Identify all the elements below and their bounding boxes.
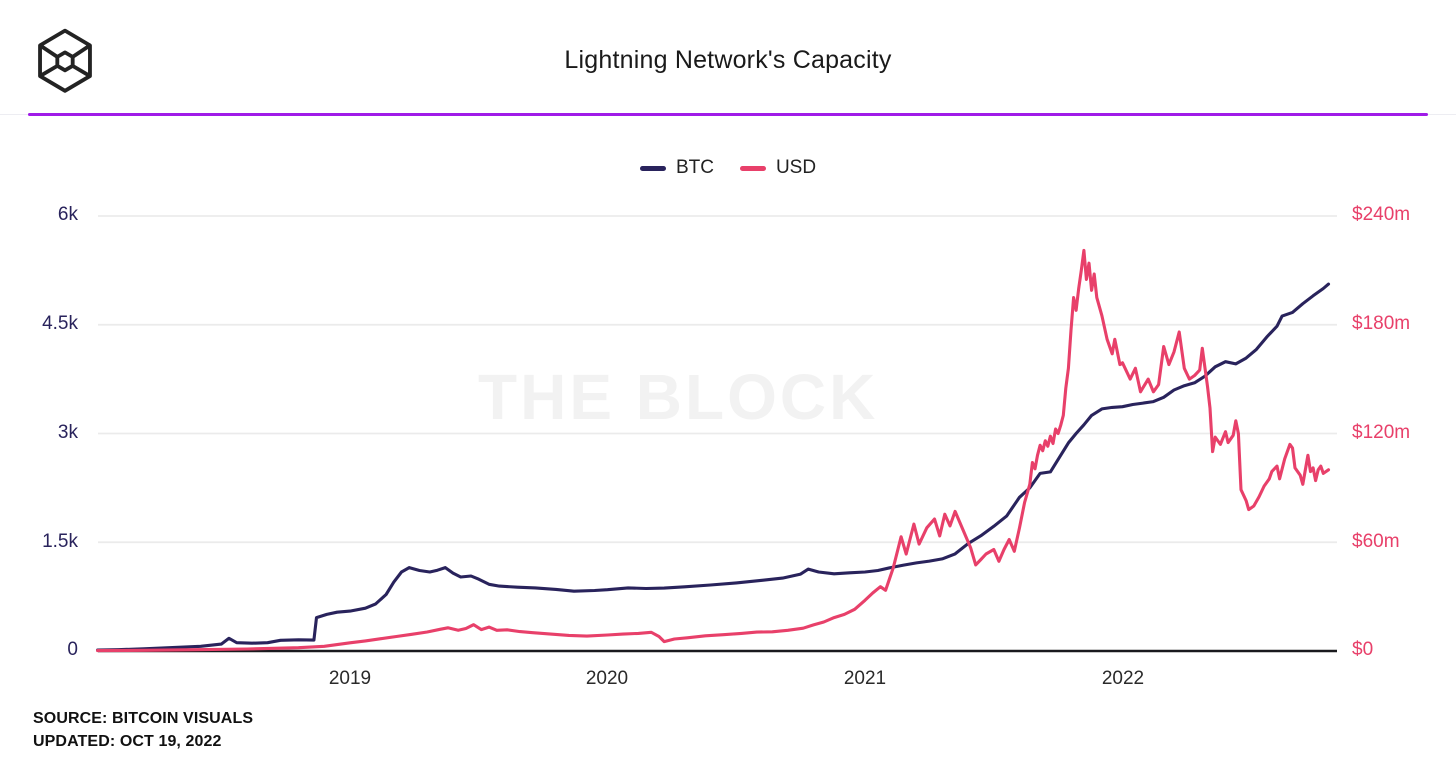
updated-text: UPDATED: OCT 19, 2022 (33, 733, 222, 750)
y-tick-right-180m: $180m (1352, 313, 1411, 334)
y-tick-left-1.5k: 1.5k (42, 531, 78, 552)
legend-item-usd: USD (739, 157, 817, 179)
y-tick-left-0: 0 (67, 639, 78, 660)
the-block-logo-icon (38, 28, 92, 93)
y-tick-right-120m: $120m (1352, 422, 1411, 443)
the-block-watermark: THE BLOCK (478, 361, 879, 433)
y-tick-right-0: $0 (1352, 639, 1374, 660)
usd-line-swatch-icon (739, 165, 766, 171)
legend-label-btc: BTC (675, 157, 714, 178)
legend-label-usd: USD (775, 157, 817, 178)
x-tick-2021: 2021 (843, 668, 887, 689)
btc-line (96, 282, 1331, 652)
x-tick-2020: 2020 (585, 668, 629, 689)
y-tick-left-3k: 3k (57, 422, 78, 443)
legend: BTC USD (0, 157, 1456, 179)
y-tick-left-4.5k: 4.5k (42, 313, 78, 334)
x-tick-2019: 2019 (328, 668, 372, 689)
btc-line-swatch-icon (639, 165, 666, 171)
usd-line (96, 248, 1331, 653)
y-tick-right-60m: $60m (1352, 531, 1400, 552)
source-text: SOURCE: BITCOIN VISUALS (33, 710, 254, 727)
y-tick-left-6k: 6k (57, 204, 78, 225)
header-divider (28, 113, 1428, 116)
page-title: Lightning Network's Capacity (564, 46, 892, 74)
x-tick-2022: 2022 (1101, 668, 1145, 689)
y-tick-right-240m: $240m (1352, 204, 1411, 225)
legend-item-btc: BTC (639, 157, 714, 179)
